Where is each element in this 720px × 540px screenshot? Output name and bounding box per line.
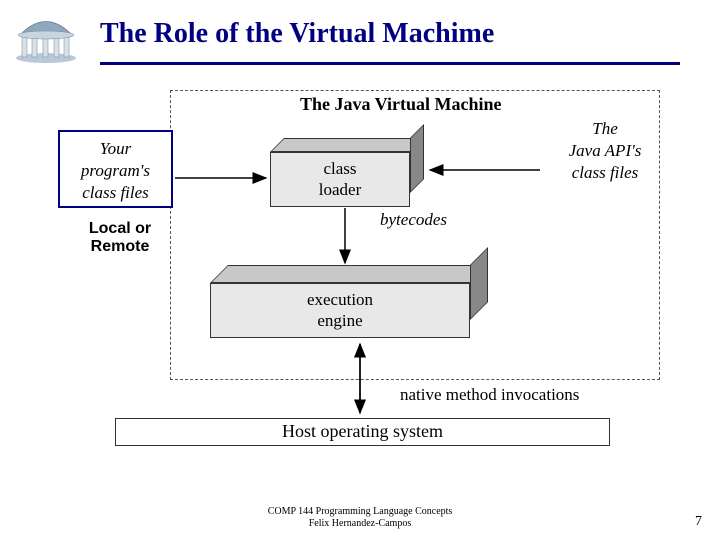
slide: The Role of the Virtual Machime The Java…: [0, 0, 720, 540]
footer-author: Felix Hernandez-Campos: [0, 518, 720, 530]
class-loader-box: classloader: [270, 138, 424, 207]
page-number: 7: [695, 514, 702, 530]
jvm-title: The Java Virtual Machine: [300, 94, 502, 115]
your-program-files-label: Yourprogram'sclass files: [81, 139, 150, 202]
jvm-diagram: The Java Virtual Machine Yourprogram'scl…: [40, 80, 680, 460]
title-underline: [100, 62, 680, 65]
local-or-remote-label: Local or Remote: [75, 220, 165, 256]
native-method-label: native method invocations: [400, 385, 579, 405]
footer-course: COMP 144 Programming Language Concepts: [0, 506, 720, 518]
execution-engine-box: executionengine: [210, 265, 488, 338]
host-os-box: Host operating system: [115, 418, 610, 446]
bytecodes-label: bytecodes: [380, 210, 447, 230]
slide-footer: COMP 144 Programming Language Concepts F…: [0, 506, 720, 530]
java-api-files-label: TheJava API'sclass files: [545, 118, 665, 184]
your-program-files-box: Yourprogram'sclass files: [58, 130, 173, 208]
slide-title: The Role of the Virtual Machime: [100, 18, 494, 50]
title-row: The Role of the Virtual Machime: [0, 10, 720, 65]
host-os-label: Host operating system: [282, 421, 443, 441]
class-loader-label: classloader: [319, 159, 361, 200]
logo-icon: [10, 10, 82, 65]
execution-engine-label: executionengine: [307, 290, 373, 331]
